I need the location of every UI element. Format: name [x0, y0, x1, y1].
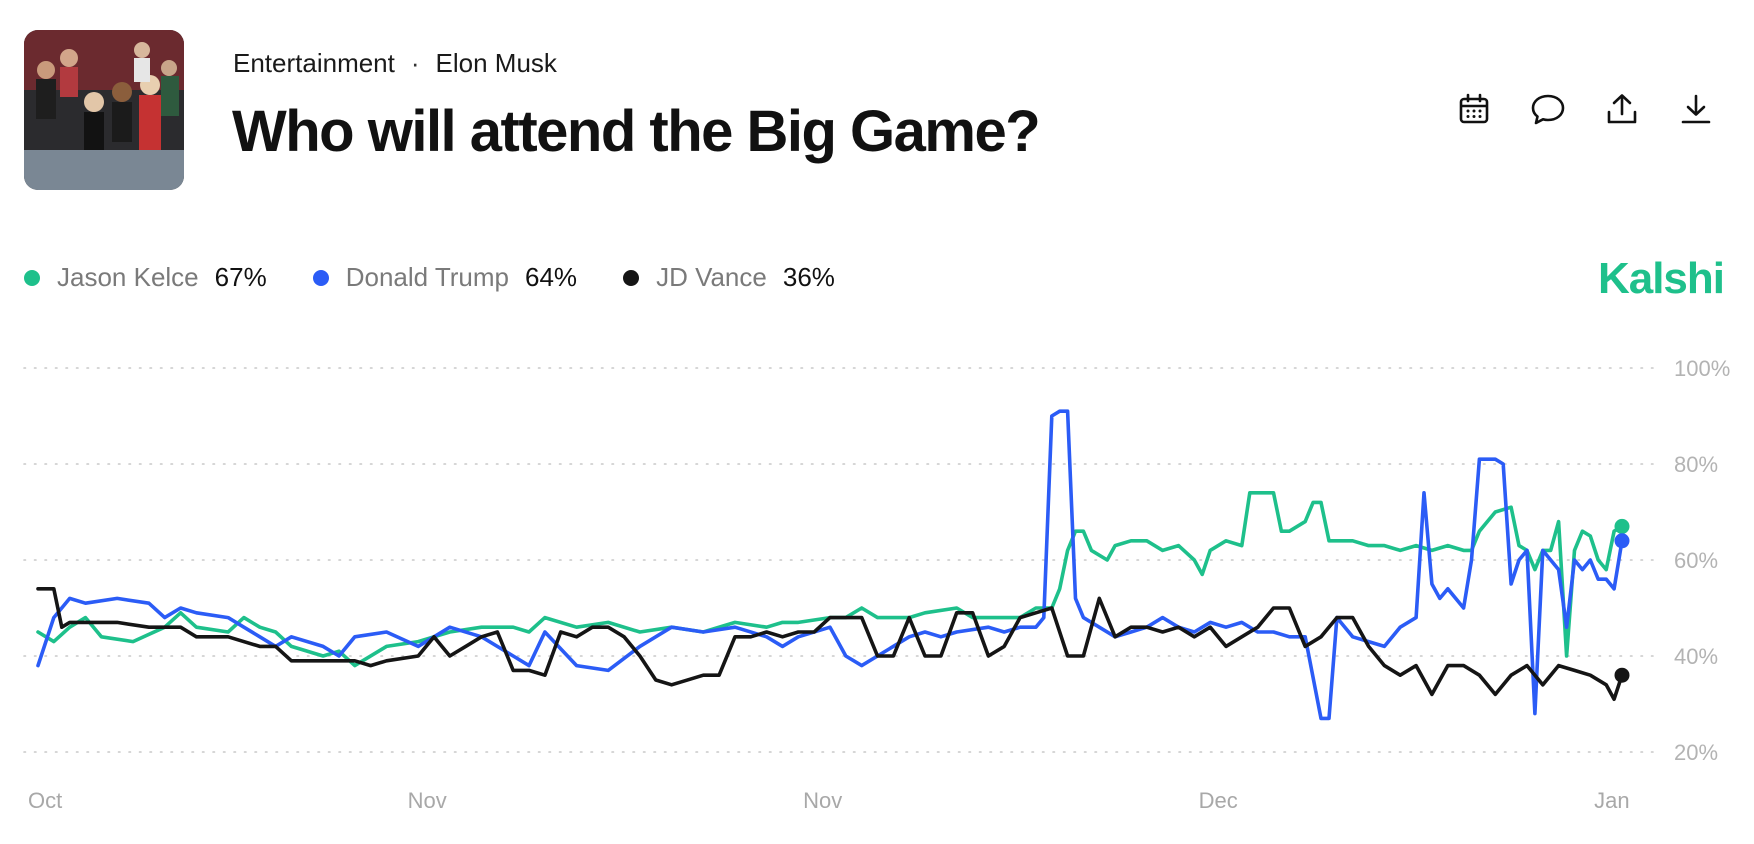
chart-legend: Jason Kelce 67% Donald Trump 64% JD Vanc… — [24, 262, 881, 293]
y-tick-label: 80% — [1674, 452, 1718, 477]
legend-name: Jason Kelce — [57, 262, 199, 292]
breadcrumb-category[interactable]: Entertainment — [233, 48, 395, 78]
series-end-dot — [1614, 533, 1630, 549]
share-button[interactable] — [1603, 90, 1641, 128]
page-title: Who will attend the Big Game? — [232, 99, 1041, 164]
y-tick-label: 60% — [1674, 548, 1718, 573]
breadcrumb: Entertainment · Elon Musk — [233, 48, 557, 79]
breadcrumb-subcategory[interactable]: Elon Musk — [435, 48, 557, 78]
series-end-dots — [1614, 518, 1630, 683]
legend-dot — [623, 269, 640, 286]
series-line-jd-vance[interactable] — [36, 587, 1624, 701]
comment-icon — [1531, 94, 1565, 125]
breadcrumb-separator: · — [410, 48, 420, 78]
calendar-button[interactable] — [1455, 90, 1493, 128]
x-tick-label: Nov — [803, 788, 842, 813]
x-axis-labels: Oct Nov Nov Dec Jan — [28, 788, 1630, 813]
y-tick-label: 40% — [1674, 644, 1718, 669]
chart-grid — [23, 367, 1661, 753]
y-axis-labels: 100% 80% 60% 40% 20% — [1674, 356, 1730, 765]
x-tick-label: Nov — [408, 788, 447, 813]
download-icon — [1681, 94, 1711, 124]
legend-value: 36% — [782, 262, 835, 292]
legend-dot — [312, 269, 329, 286]
legend-name: Donald Trump — [345, 262, 510, 292]
x-tick-label: Jan — [1594, 788, 1629, 813]
download-button[interactable] — [1677, 90, 1715, 128]
y-tick-label: 100% — [1674, 356, 1730, 381]
crowd-photo — [24, 30, 184, 190]
legend-name: JD Vance — [656, 262, 767, 292]
x-tick-label: Oct — [28, 788, 62, 813]
series-line-donald-trump[interactable] — [36, 409, 1624, 721]
legend-dot — [24, 269, 40, 286]
series-lines — [36, 409, 1624, 721]
legend-value: 67% — [214, 262, 267, 292]
legend-item-jason-kelce[interactable]: Jason Kelce 67% — [24, 262, 267, 293]
action-toolbar — [1455, 90, 1715, 128]
legend-item-jd-vance[interactable]: JD Vance 36% — [623, 262, 835, 293]
calendar-icon — [1459, 93, 1489, 124]
x-tick-label: Dec — [1199, 788, 1238, 813]
price-history-chart: 100% 80% 60% 40% 20% Oct Nov Nov Dec Jan — [23, 356, 1730, 813]
y-tick-label: 20% — [1674, 740, 1718, 765]
market-thumbnail — [24, 30, 184, 190]
series-end-dot — [1614, 518, 1630, 534]
brand-logo[interactable]: Kalshi — [1597, 254, 1725, 303]
comment-button[interactable] — [1529, 90, 1567, 128]
share-icon — [1607, 94, 1637, 124]
series-end-dot — [1614, 667, 1630, 683]
legend-value: 64% — [525, 262, 578, 292]
legend-item-donald-trump[interactable]: Donald Trump 64% — [312, 262, 578, 293]
series-line-jason-kelce[interactable] — [36, 491, 1624, 668]
